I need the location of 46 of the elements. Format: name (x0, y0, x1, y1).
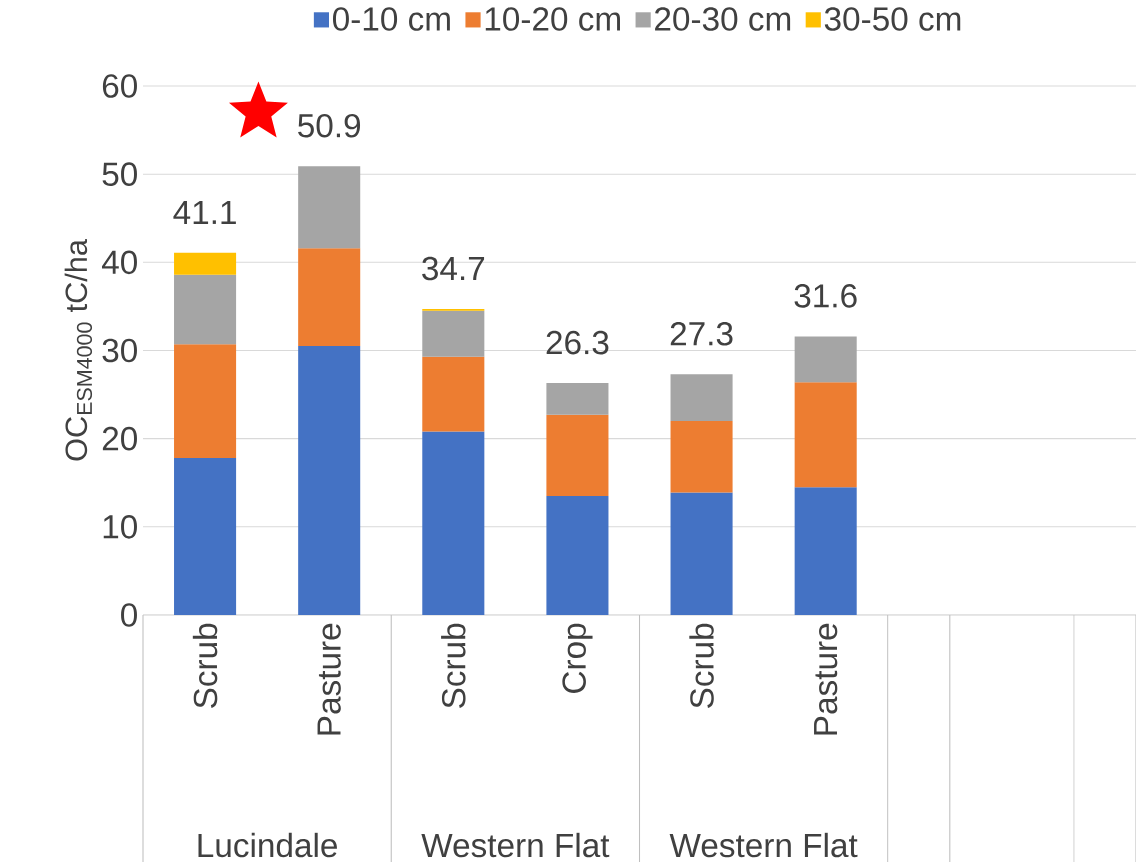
total-label: 34.7 (422, 256, 485, 281)
total-label: 50.9 (298, 113, 361, 138)
total-label: 27.3 (670, 321, 733, 346)
bar (174, 344, 237, 459)
bar (422, 431, 485, 615)
text: Lucindale (198, 832, 337, 858)
text: Western Flat (669, 832, 858, 858)
text: Western Flat (421, 832, 610, 858)
x-tick-label: Pasture (317, 623, 341, 735)
bar (298, 166, 361, 249)
bar (174, 252, 237, 275)
x-tick-label: Scrub (441, 623, 466, 708)
bar (546, 414, 609, 496)
bar (174, 458, 237, 615)
legend-label: 30-50 cm (824, 7, 961, 31)
bar (794, 382, 857, 488)
x-tick-label: Scrub (192, 623, 218, 708)
legend-label: 0-10 cm (332, 7, 450, 31)
y-tick-label: 0 (121, 603, 137, 627)
bar (546, 383, 609, 415)
y-axis-title: OC$_{ESM4000}$ tC/ha (64, 239, 93, 461)
bar (670, 421, 733, 493)
y-tick-label: 30 (102, 338, 137, 363)
bar (670, 374, 733, 422)
y-tick-label: 40 (101, 250, 137, 275)
bar (794, 336, 857, 383)
bar (794, 487, 857, 615)
total-label: 31.6 (794, 284, 857, 308)
legend-label: 10-20 cm (485, 7, 620, 31)
total-label: 41.1 (173, 200, 236, 224)
x-tick-label: Pasture (814, 623, 838, 735)
bar (422, 310, 485, 357)
bar (670, 492, 733, 615)
bar (298, 346, 361, 615)
bar (298, 248, 361, 347)
legend-label: 20-30 cm (655, 7, 791, 31)
total-label: 26.3 (546, 330, 609, 355)
bar (422, 356, 485, 432)
y-tick-label: 50 (102, 162, 137, 186)
bar (546, 495, 609, 615)
x-tick-label: Scrub (689, 623, 714, 708)
y-tick-label: 10 (103, 515, 137, 539)
y-tick-label: 20 (102, 426, 137, 451)
x-tick-label: Crop (562, 623, 593, 693)
y-tick-label: 60 (102, 74, 137, 98)
bar (174, 274, 237, 345)
